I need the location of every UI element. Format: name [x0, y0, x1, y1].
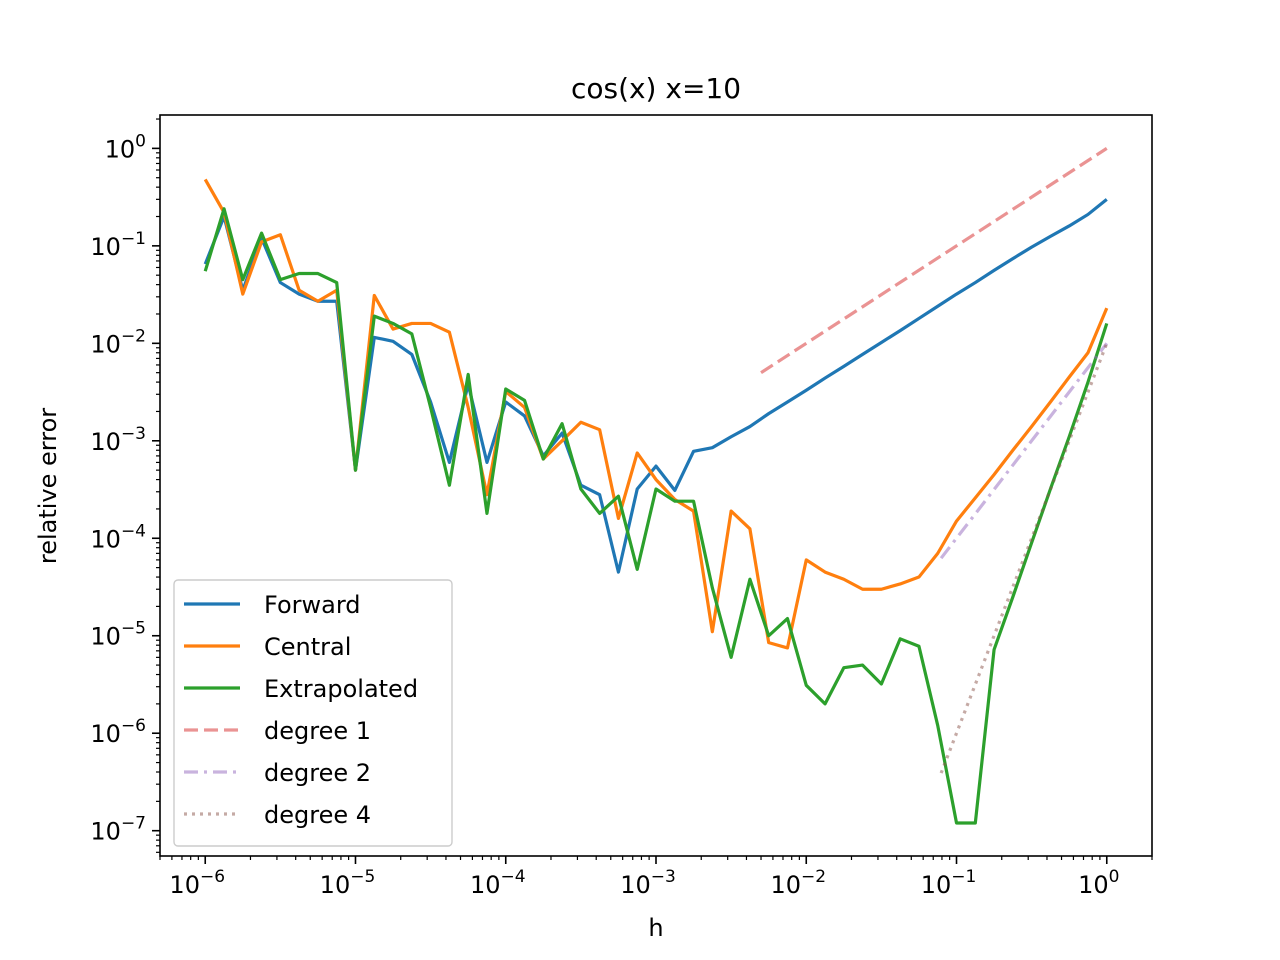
- legend-label: Extrapolated: [264, 675, 418, 703]
- legend-label: degree 1: [264, 717, 371, 745]
- legend-label: Central: [264, 633, 351, 661]
- x-axis-label: h: [648, 914, 663, 942]
- legend-label: Forward: [264, 591, 361, 619]
- y-axis-label: relative error: [34, 408, 62, 564]
- legend-label: degree 2: [264, 759, 371, 787]
- legend: Forward Central Extrapolated degree 1 degree…: [174, 580, 452, 846]
- legend-label: degree 4: [264, 801, 371, 829]
- chart-title: cos(x) x=10: [571, 72, 741, 105]
